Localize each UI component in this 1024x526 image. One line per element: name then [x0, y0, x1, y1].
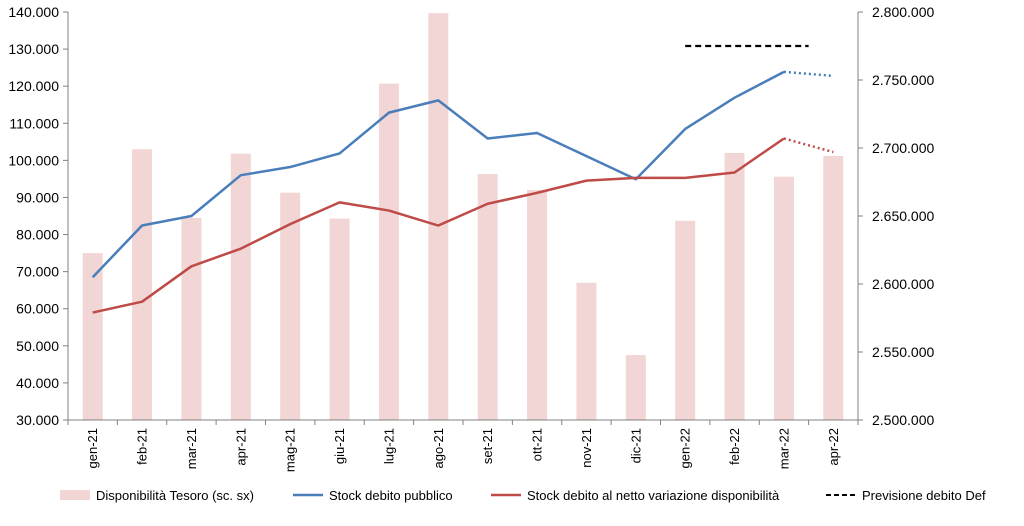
bar-gen-22 [675, 220, 696, 420]
line-series-0 [91, 70, 785, 279]
x-tick-label: gen-21 [85, 428, 100, 468]
bar-mar-21 [181, 217, 202, 420]
x-tick-label: ott-21 [530, 428, 545, 461]
bar-feb-22 [724, 152, 745, 421]
x-tick-label: ago-21 [431, 428, 446, 468]
left-tick-label: 90.000 [16, 189, 59, 205]
line-series-1 [92, 137, 785, 314]
legend-label: Stock debito pubblico [329, 488, 453, 503]
x-tick-label: giu-21 [332, 428, 347, 464]
bar-mar-22 [773, 176, 794, 420]
left-tick-label: 70.000 [16, 264, 59, 280]
line-series-0-projection [783, 70, 834, 78]
left-tick-label: 130.000 [8, 41, 59, 57]
bar-gen-21 [82, 253, 103, 420]
right-tick-label: 2.750.000 [872, 72, 934, 88]
legend: Disponibilità Tesoro (sc. sx) Stock debit… [60, 488, 986, 503]
bar-set-21 [477, 174, 498, 420]
x-tick-label: feb-22 [727, 428, 742, 465]
legend-swatch-bars [60, 490, 90, 500]
x-tick-label: gen-22 [678, 428, 693, 468]
bar-lug-21 [378, 83, 399, 421]
right-tick-label: 2.550.000 [872, 344, 934, 360]
x-tick-label: apr-21 [233, 428, 248, 466]
left-tick-label: 140.000 [8, 4, 59, 20]
right-tick-label: 2.600.000 [872, 276, 934, 292]
right-tick-label: 2.650.000 [872, 208, 934, 224]
left-tick-label: 120.000 [8, 78, 59, 94]
bar-apr-22 [823, 155, 844, 420]
left-tick-label: 80.000 [16, 227, 59, 243]
bar-nov-21 [576, 282, 597, 420]
bar-apr-21 [230, 153, 251, 421]
legend-label: Previsione debito Def [862, 488, 986, 503]
left-tick-label: 110.000 [9, 115, 59, 131]
right-tick-label: 2.800.000 [872, 4, 934, 20]
right-tick-label: 2.700.000 [872, 140, 934, 156]
x-tick-label: mag-21 [283, 428, 298, 472]
left-tick-label: 40.000 [16, 375, 59, 391]
x-tick-label: feb-21 [135, 428, 150, 465]
legend-label: Stock debito al netto variazione disponi… [527, 488, 780, 503]
left-tick-label: 50.000 [16, 338, 59, 354]
bar-dic-21 [625, 355, 646, 420]
left-tick-label: 60.000 [16, 301, 59, 317]
bar-ott-21 [527, 190, 548, 420]
lines-group [91, 44, 834, 314]
legend-label: Disponibilità Tesoro (sc. sx) [96, 488, 254, 503]
x-tick-label: nov-21 [579, 428, 594, 468]
axes-group: 30.000 40.000 50.000 60.000 70.000 80.000 90.0… [8, 4, 934, 472]
bars-group [82, 13, 844, 421]
bar-mag-21 [280, 192, 301, 420]
bar-feb-21 [132, 149, 153, 420]
x-tick-label: mar-21 [184, 428, 199, 469]
x-tick-label: set-21 [480, 428, 495, 464]
bar-ago-21 [428, 13, 449, 420]
left-tick-label: 100.000 [8, 152, 59, 168]
x-tick-label: dic-21 [628, 428, 643, 463]
line-series-1-projection [783, 137, 834, 154]
x-tick-label: lug-21 [381, 428, 396, 464]
x-tick-label: mar-22 [776, 428, 791, 469]
x-tick-label: apr-22 [826, 428, 841, 466]
left-tick-label: 30.000 [16, 412, 59, 428]
bar-giu-21 [329, 218, 350, 420]
right-tick-label: 2.500.000 [872, 412, 934, 428]
